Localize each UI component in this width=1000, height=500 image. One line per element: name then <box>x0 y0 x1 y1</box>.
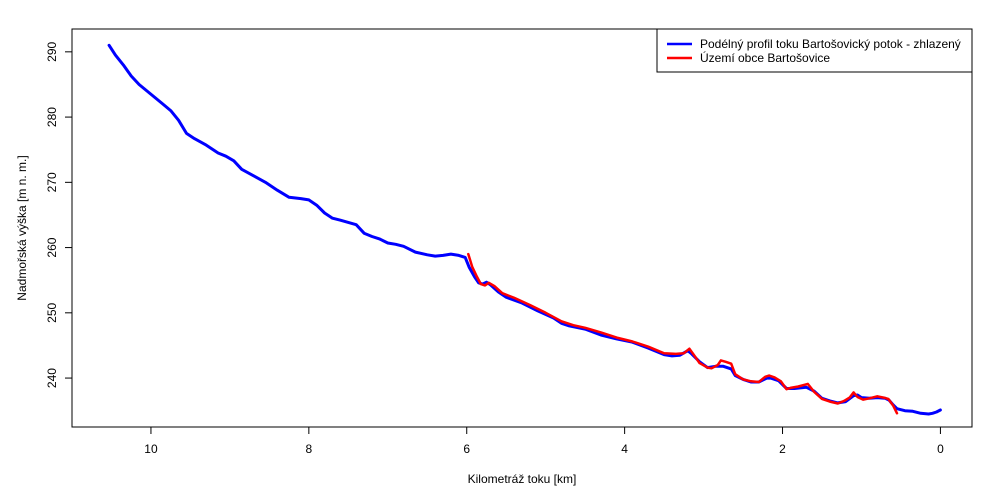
y-tick-label: 250 <box>45 302 59 322</box>
legend-label-profile: Podélný profil toku Bartošovický potok -… <box>700 37 961 51</box>
legend-label-municipality: Území obce Bartošovice <box>700 50 830 65</box>
plot-frame <box>71 28 973 428</box>
y-tick-label: 260 <box>45 237 59 257</box>
x-axis-label: Kilometráž toku [km] <box>468 472 577 486</box>
series-layer <box>107 43 942 416</box>
profile-line <box>107 43 942 416</box>
x-tick-label: 10 <box>144 442 158 456</box>
x-tick-label: 0 <box>937 442 944 456</box>
x-tick-label: 4 <box>621 442 628 456</box>
y-tick-label: 270 <box>45 172 59 192</box>
y-axis: 240 250 260 270 280 290 <box>45 42 72 388</box>
x-axis: 10 8 6 4 2 0 <box>144 427 944 456</box>
legend-box <box>656 28 973 73</box>
x-tick-label: 2 <box>779 442 786 456</box>
y-tick-label: 280 <box>45 107 59 127</box>
x-tick-label: 8 <box>305 442 312 456</box>
legend: Podélný profil toku Bartošovický potok -… <box>656 28 973 73</box>
municipality-line <box>467 252 899 415</box>
y-axis-label: Nadmořská výška [m n. m.] <box>15 155 29 300</box>
x-tick-label: 6 <box>463 442 470 456</box>
y-tick-label: 240 <box>45 368 59 388</box>
y-tick-label: 290 <box>45 42 59 62</box>
